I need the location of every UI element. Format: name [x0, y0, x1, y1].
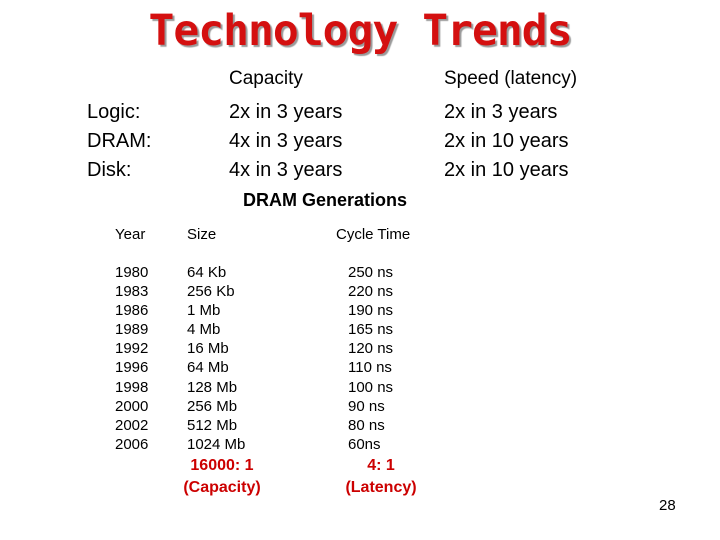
size-cell: 128 Mb	[187, 378, 238, 396]
trend-capacity-disk: 4x in 3 years	[229, 159, 343, 181]
cycle-time-cell: 120 ns	[348, 340, 394, 358]
year-cell: 2000	[115, 397, 149, 415]
trend-speed-dram: 2x in 10 years	[444, 130, 569, 152]
size-cell: 1 Mb	[187, 302, 221, 320]
size-cell: 1024 Mb	[187, 435, 246, 453]
cycle-time-cell: 250 ns	[348, 264, 394, 281]
year-cell: 1996	[115, 359, 149, 377]
size-cell: 4 Mb	[187, 321, 221, 339]
cycle-time-cell: 100 ns	[348, 378, 394, 396]
cycle-time-cell: 190 ns	[348, 302, 394, 320]
cycle-time-cell: 220 ns	[348, 283, 394, 301]
year-cell: 1986	[115, 302, 149, 320]
cycle-time-cell: 90 ns	[348, 397, 385, 415]
capacity-ratio: 16000: 1	[190, 457, 254, 474]
size-cell: 64 Kb	[187, 264, 227, 281]
year-cell: 2006	[115, 435, 149, 453]
cycle-time-cell: 60ns	[348, 435, 381, 453]
trend-label-disk: Disk:	[87, 159, 132, 181]
slide-title: Technology Trends	[148, 6, 572, 56]
size-cell: 64 Mb	[187, 359, 229, 377]
size-cell: 512 Mb	[187, 416, 238, 434]
page-number: 28	[659, 497, 676, 514]
latency-note: (Latency)	[345, 479, 417, 496]
size-cell: 256 Kb	[187, 283, 235, 301]
cycle-time-cell: 80 ns	[348, 416, 385, 434]
latency-ratio: 4: 1	[367, 457, 395, 474]
capacity-header: Capacity	[229, 68, 303, 89]
year-header: Year	[115, 226, 146, 243]
size-header: Size	[187, 226, 217, 243]
trend-label-logic: Logic:	[87, 101, 141, 123]
trend-capacity-logic: 2x in 3 years	[229, 101, 343, 123]
year-cell: 1980	[115, 264, 149, 281]
year-cell: 1983	[115, 283, 149, 301]
years-column: 1980 1983 1986 1989 1992 1996 1998 2000 2002 2006	[115, 263, 148, 454]
dram-generations-title: DRAM Generations	[243, 190, 408, 210]
year-cell: 1992	[115, 340, 149, 358]
cycle-time-header: Cycle Time	[336, 226, 411, 243]
cycle-time-cell: 110 ns	[348, 359, 392, 377]
year-cell: 1989	[115, 321, 149, 339]
trend-speed-logic: 2x in 3 years	[444, 101, 558, 123]
speed-header: Speed (latency)	[444, 68, 578, 89]
size-cell: 256 Mb	[187, 397, 238, 415]
year-cell: 1998	[115, 378, 149, 396]
size-cell: 16 Mb	[187, 340, 229, 358]
cycle-time-cell: 165 ns	[348, 321, 394, 339]
sizes-column: 64 Kb 256 Kb 1 Mb 4 Mb 16 Mb 64 Mb 128 Mb 256 M…	[187, 263, 245, 454]
trend-capacity-dram: 4x in 3 years	[229, 130, 343, 152]
year-cell: 2002	[115, 416, 149, 434]
cycle-times-column: 250 ns 220 ns 190 ns 165 ns 120 ns 110 ns 100 …	[348, 263, 393, 454]
trend-label-dram: DRAM:	[87, 130, 152, 152]
trend-speed-disk: 2x in 10 years	[444, 159, 569, 181]
capacity-note: (Capacity)	[183, 479, 261, 496]
